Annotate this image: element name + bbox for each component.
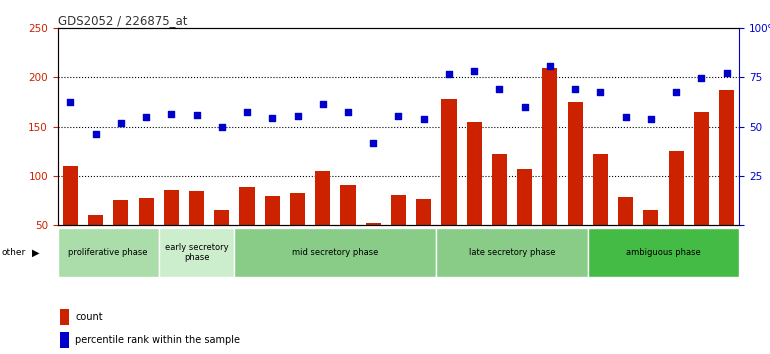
Bar xyxy=(239,188,255,225)
Bar xyxy=(60,332,69,348)
Point xyxy=(468,68,480,73)
Point xyxy=(443,71,455,76)
Bar xyxy=(437,228,588,277)
Bar xyxy=(416,199,431,225)
Text: count: count xyxy=(75,312,102,322)
Text: percentile rank within the sample: percentile rank within the sample xyxy=(75,335,240,346)
Bar xyxy=(340,185,356,225)
Bar xyxy=(88,215,103,225)
Point xyxy=(721,70,733,75)
Point xyxy=(569,86,581,92)
Point xyxy=(342,109,354,115)
Text: late secretory phase: late secretory phase xyxy=(469,248,555,257)
Bar xyxy=(265,196,280,225)
Point xyxy=(190,112,203,118)
Bar xyxy=(542,68,557,225)
Bar xyxy=(366,223,381,225)
Text: early secretory
phase: early secretory phase xyxy=(165,242,229,262)
Point xyxy=(316,101,329,107)
Point xyxy=(619,114,631,120)
Bar xyxy=(618,197,633,225)
Bar xyxy=(159,228,234,277)
Bar xyxy=(588,228,739,277)
Point xyxy=(291,113,303,119)
Point xyxy=(115,120,127,125)
Bar xyxy=(517,169,532,225)
Bar xyxy=(189,192,204,225)
Bar xyxy=(214,210,229,225)
Bar xyxy=(60,309,69,325)
Point xyxy=(216,124,228,129)
Bar xyxy=(234,228,437,277)
Point xyxy=(544,63,556,68)
Bar xyxy=(58,228,159,277)
Point xyxy=(644,116,657,121)
Bar xyxy=(593,154,608,225)
Point xyxy=(266,115,279,121)
Bar xyxy=(315,171,330,225)
Point xyxy=(518,104,531,110)
Text: other: other xyxy=(2,248,25,257)
Text: proliferative phase: proliferative phase xyxy=(69,248,148,257)
Bar xyxy=(567,102,583,225)
Bar xyxy=(643,210,658,225)
Bar xyxy=(668,151,684,225)
Text: GDS2052 / 226875_at: GDS2052 / 226875_at xyxy=(58,14,187,27)
Bar xyxy=(441,99,457,225)
Point xyxy=(417,116,430,121)
Text: ambiguous phase: ambiguous phase xyxy=(626,248,701,257)
Point xyxy=(89,132,102,137)
Point xyxy=(64,99,76,105)
Bar xyxy=(467,122,482,225)
Bar xyxy=(719,90,734,225)
Text: mid secretory phase: mid secretory phase xyxy=(292,248,379,257)
Bar xyxy=(139,198,154,225)
Point xyxy=(695,76,708,81)
Text: ▶: ▶ xyxy=(32,247,40,257)
Bar xyxy=(164,190,179,225)
Bar xyxy=(391,195,406,225)
Point xyxy=(594,89,607,95)
Point xyxy=(165,111,177,116)
Point xyxy=(241,109,253,115)
Bar xyxy=(290,193,305,225)
Bar xyxy=(694,112,709,225)
Bar xyxy=(113,200,129,225)
Point xyxy=(140,114,152,120)
Bar xyxy=(63,166,78,225)
Point xyxy=(494,86,506,92)
Point xyxy=(392,113,404,119)
Point xyxy=(367,141,380,146)
Bar xyxy=(492,154,507,225)
Point xyxy=(670,89,682,95)
